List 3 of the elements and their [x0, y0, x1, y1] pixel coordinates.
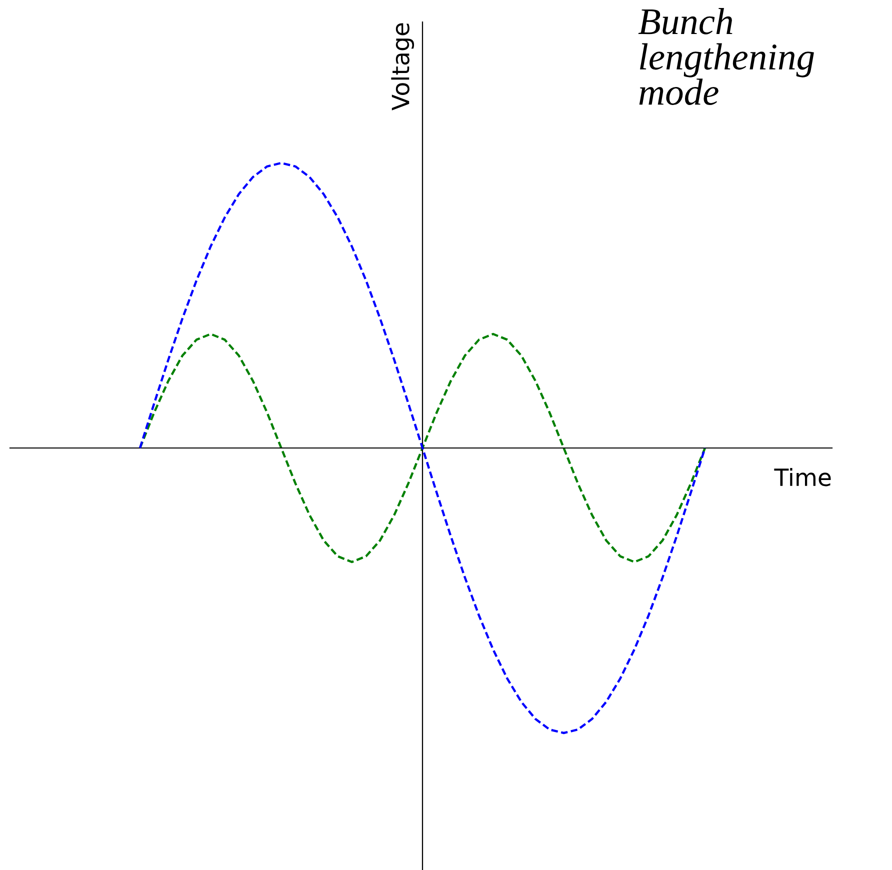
chart-title: Bunch lengthening mode	[638, 8, 814, 106]
y-axis-title: Voltage	[391, 23, 414, 110]
x-axis-title: Time	[774, 468, 831, 486]
